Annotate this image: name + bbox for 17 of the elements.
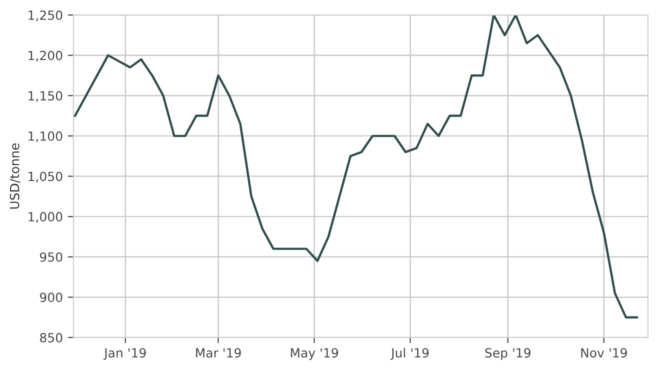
y-tick-label: 950 <box>40 252 62 262</box>
y-axis-title: USD/tonne <box>10 143 20 209</box>
y-tick-label: 900 <box>40 292 62 302</box>
y-tick-label: 1,150 <box>28 91 62 102</box>
y-tick-label: 1,050 <box>28 172 62 182</box>
y-tick-label: 1,100 <box>28 131 62 142</box>
line-series <box>74 15 638 318</box>
y-tick-label: 1,200 <box>28 50 62 62</box>
x-tick-label: Jul '19 <box>390 348 429 360</box>
y-tick-label: 1,000 <box>28 212 62 223</box>
x-tick-label: Sep '19 <box>485 348 530 360</box>
x-tick-label: Jan '19 <box>103 348 146 360</box>
x-tick-label: Mar '19 <box>196 348 241 358</box>
y-tick-label: 1,250 <box>28 10 62 22</box>
y-tick-label: 850 <box>40 332 62 342</box>
x-tick-label: May '19 <box>290 348 338 360</box>
x-tick-label: Nov '19 <box>581 348 627 358</box>
